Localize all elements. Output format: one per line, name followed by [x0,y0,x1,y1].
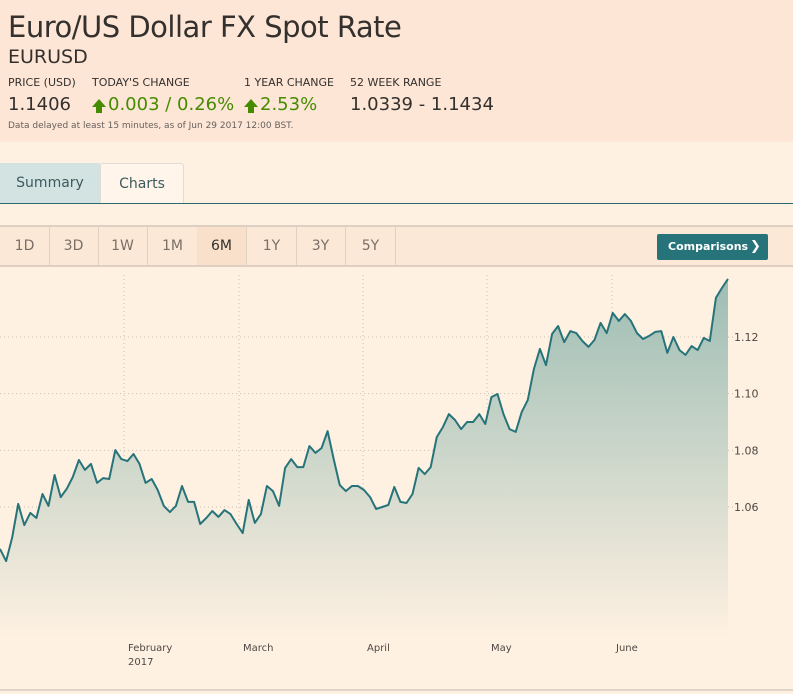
symbol: EURUSD [8,46,88,68]
page-title: Euro/US Dollar FX Spot Rate [8,10,402,44]
year-change-label: 1 YEAR CHANGE [244,76,335,89]
quote-header: Euro/US Dollar FX Spot Rate EURUSD PRICE… [0,0,793,142]
x-tick-label: May [491,643,512,654]
today-change-label: TODAY'S CHANGE [92,76,190,89]
chart-bottom-border [0,689,793,691]
x-tick-label: April [367,643,390,654]
tab-charts[interactable]: Charts [100,163,184,203]
y-tick-label: 1.10 [734,388,759,401]
y-tick-label: 1.06 [734,501,759,514]
x-tick-label: March [243,643,273,654]
range-stat: 52 WEEK RANGE 1.0339 - 1.1434 [350,76,494,115]
year-change-value: 2.53% [260,94,318,115]
comparisons-button[interactable]: Comparisons ❯ [657,234,768,260]
x-tick-label: February [128,643,172,654]
range-1y[interactable]: 1Y [247,227,297,265]
range-label: 52 WEEK RANGE [350,76,442,89]
range-6m[interactable]: 6M [197,227,247,265]
y-tick-label: 1.08 [734,444,759,457]
range-1d[interactable]: 1D [0,227,50,265]
price-area [0,278,728,640]
price-label: PRICE (USD) [8,76,76,89]
range-5y[interactable]: 5Y [346,227,396,265]
range-value: 1.0339 - 1.1434 [350,94,494,115]
price-chart: 1.06 1.08 1.10 1.12 February 2017 March April Ma… [0,275,759,668]
range-1w[interactable]: 1W [98,227,148,265]
price-stat: PRICE (USD) 1.1406 [8,76,76,115]
range-selector: 1D 3D 1W 1M 6M 1Y 3Y 5Y Comparisons ❯ [0,225,793,267]
range-3y[interactable]: 3Y [296,227,346,265]
chevron-right-icon: ❯ [750,239,761,254]
y-tick-label: 1.12 [734,331,759,344]
price-value: 1.1406 [8,94,71,115]
tab-divider [0,203,793,204]
x-tick-label: June [615,643,638,654]
x-tick-sublabel: 2017 [128,657,153,668]
range-1m[interactable]: 1M [148,227,198,265]
price-line [0,278,729,563]
tab-summary[interactable]: Summary [0,163,100,203]
year-change-stat: 1 YEAR CHANGE 2.53% [244,76,334,115]
up-arrow-icon [244,99,258,113]
range-3d[interactable]: 3D [49,227,99,265]
today-change-stat: TODAY'S CHANGE 0.003 / 0.26% [92,76,234,115]
comparisons-label: Comparisons [668,240,749,253]
up-arrow-icon [92,99,106,113]
today-change-value: 0.003 / 0.26% [108,94,235,115]
delay-note: Data delayed at least 15 minutes, as of … [8,121,294,131]
